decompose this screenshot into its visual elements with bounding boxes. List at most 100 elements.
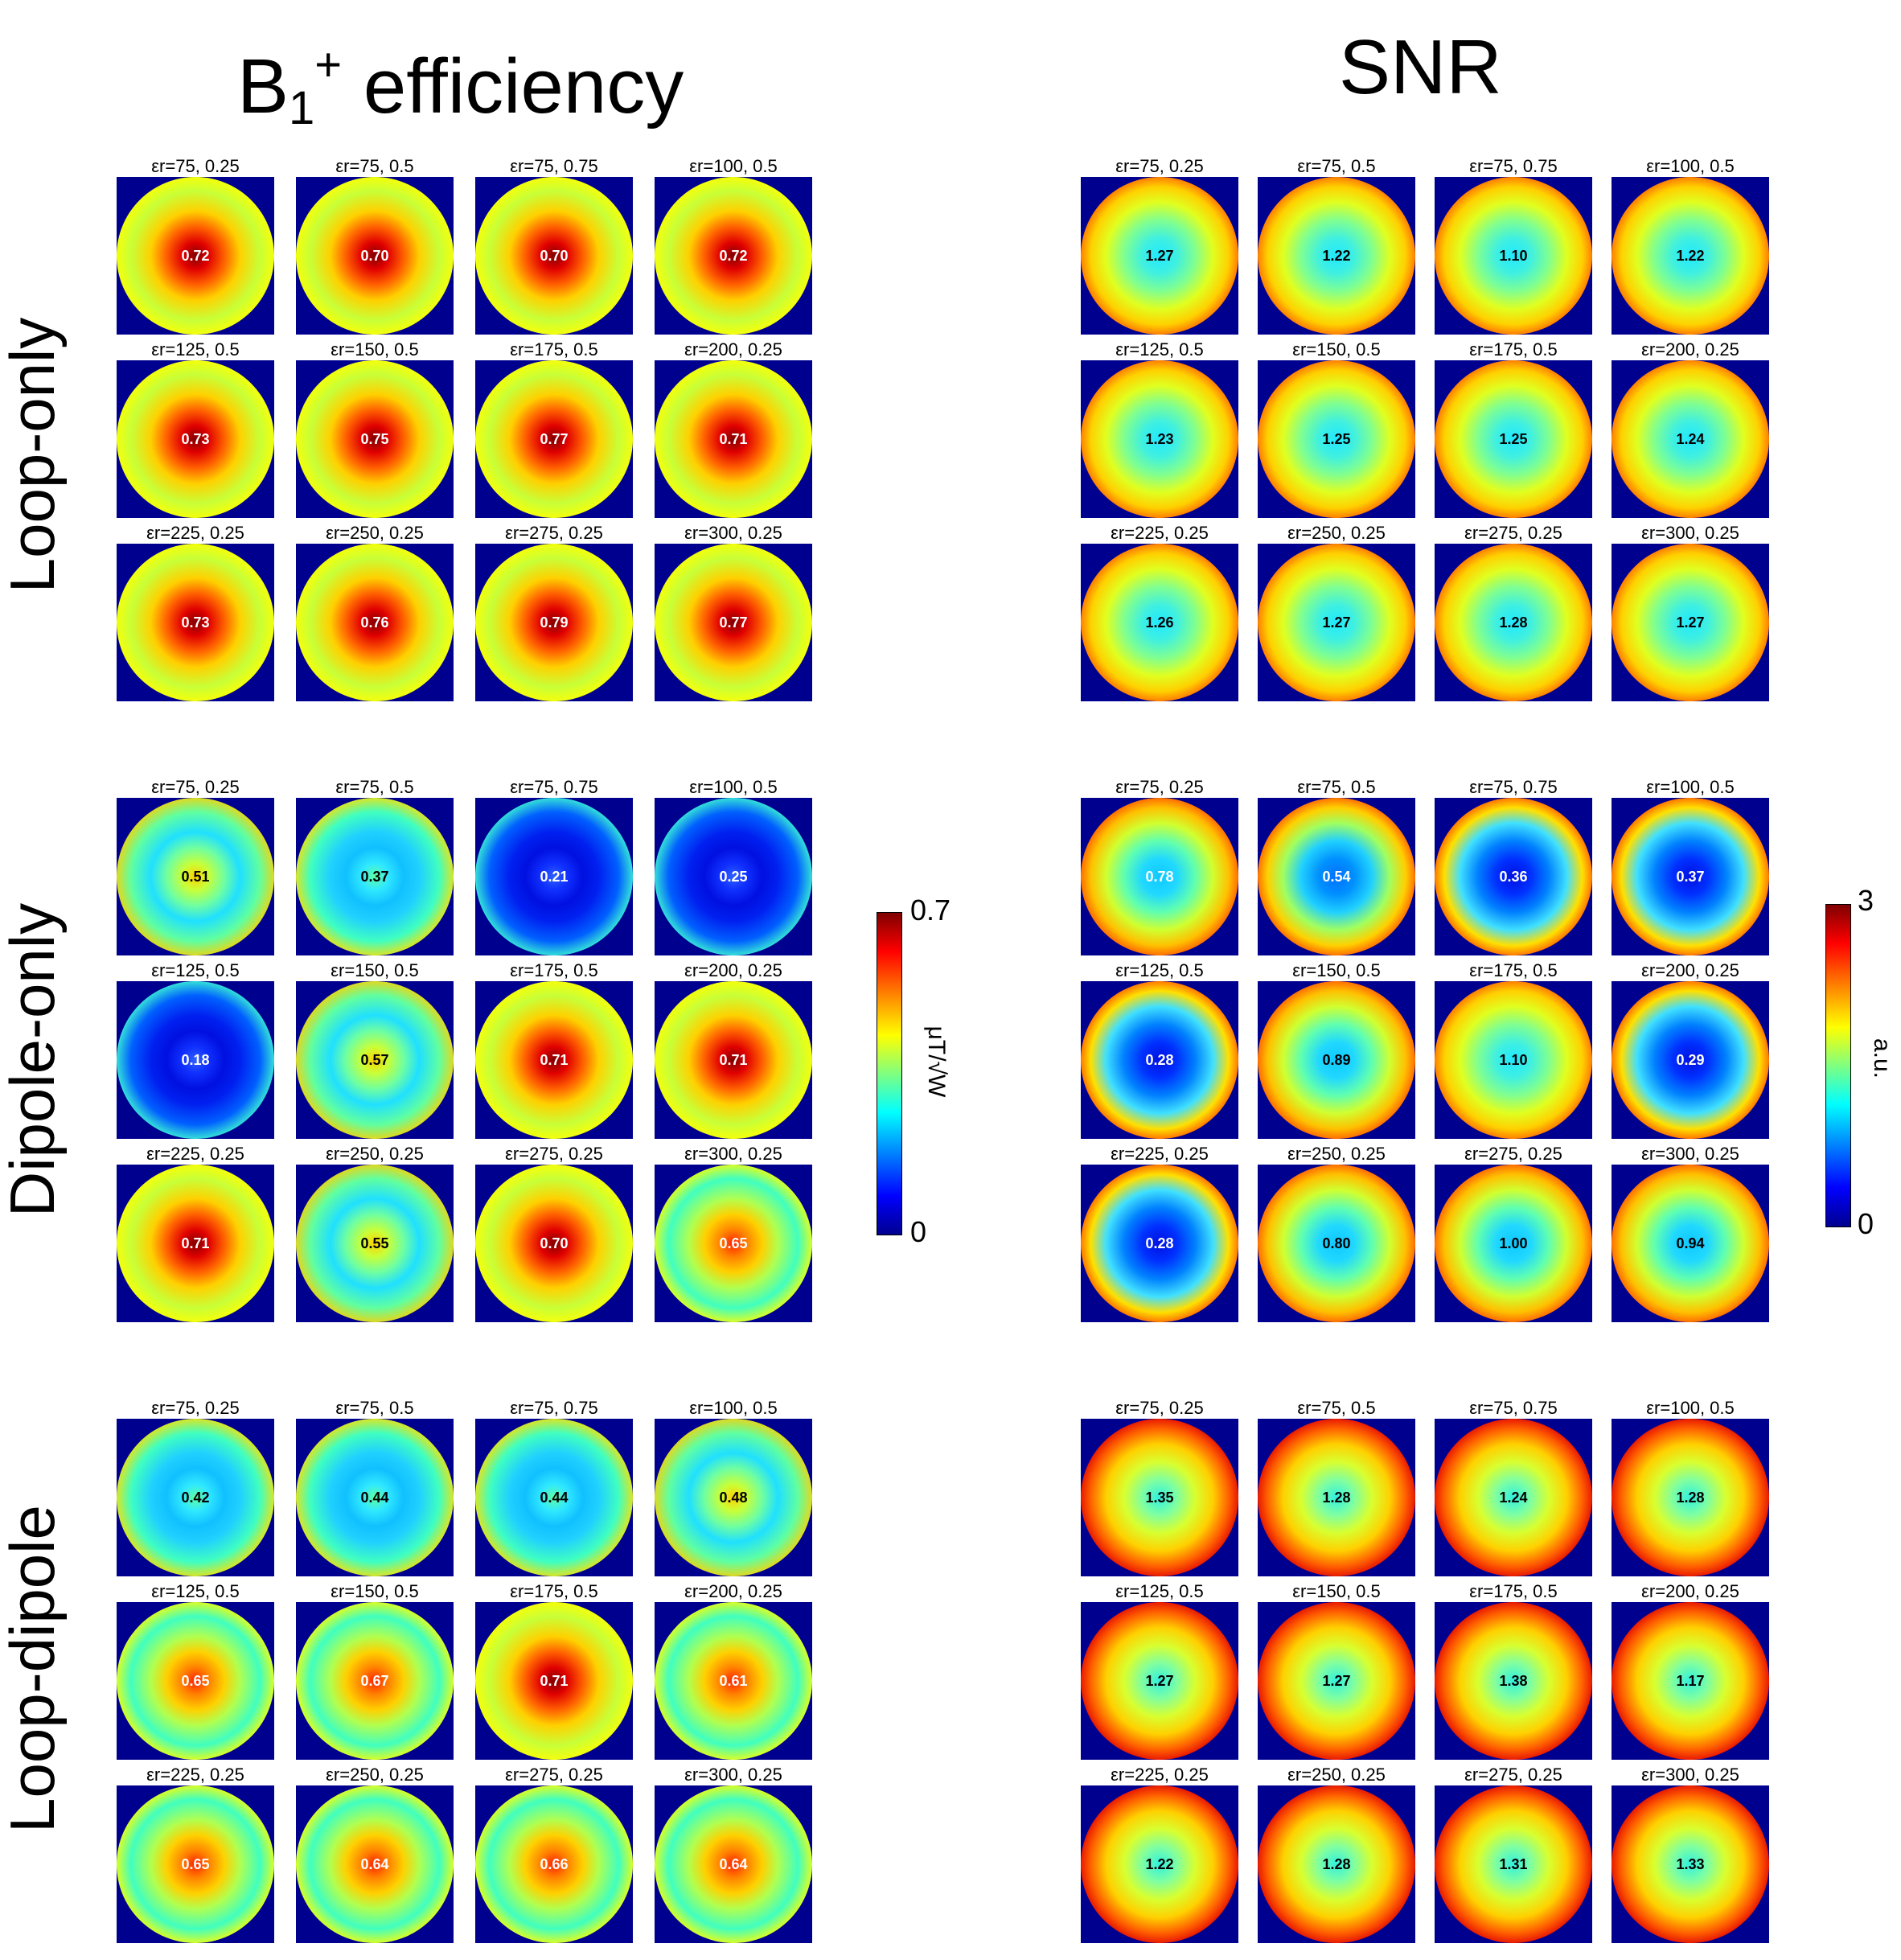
- b1-field-map: 0.44: [296, 1419, 454, 1576]
- snr-field-disk: [1435, 1165, 1592, 1322]
- snr-map-cell: εr=75, 0.25 1.27: [1081, 158, 1238, 335]
- snr-map-caption: εr=175, 0.5: [1469, 960, 1558, 980]
- b1-field-map: 0.73: [117, 544, 274, 701]
- b1-center-value: 0.37: [360, 869, 389, 885]
- b1-center-value: 0.25: [719, 869, 748, 885]
- b1-field-map: 0.71: [655, 360, 812, 518]
- b1-map-cell: εr=125, 0.5 0.18: [117, 962, 274, 1139]
- snr-center-value: 1.22: [1145, 1856, 1174, 1872]
- row-label-loop-only: Loop-only: [0, 317, 68, 594]
- b1-map-caption: εr=75, 0.75: [510, 156, 598, 176]
- b1-center-value: 0.65: [181, 1673, 210, 1689]
- b1-field-map: 0.75: [296, 360, 454, 518]
- b1-field-disk: [475, 981, 633, 1139]
- snr-field-disk: [1258, 798, 1415, 955]
- b1-field-disk: [296, 544, 454, 701]
- b1-map-cell: εr=275, 0.25 0.79: [475, 524, 633, 701]
- snr-field-disk: [1081, 360, 1238, 518]
- b1-field-disk: [475, 1785, 633, 1943]
- b1-map-cell: εr=200, 0.25 0.61: [655, 1583, 812, 1760]
- snr-center-value: 0.54: [1322, 869, 1351, 885]
- snr-field-disk: [1081, 177, 1238, 335]
- b1-map-caption: εr=200, 0.25: [684, 1581, 782, 1601]
- snr-center-value: 0.28: [1145, 1235, 1174, 1251]
- b1-center-value: 0.73: [181, 431, 210, 447]
- snr-colorbar-gradient: [1825, 904, 1851, 1227]
- snr-field-map: 1.27: [1081, 1602, 1238, 1760]
- snr-field-disk: [1258, 1785, 1415, 1943]
- snr-field-map: 0.94: [1612, 1165, 1769, 1322]
- b1-center-value: 0.51: [181, 869, 210, 885]
- snr-map-cell: εr=75, 0.75 1.24: [1435, 1399, 1592, 1576]
- snr-center-value: 1.27: [1145, 1673, 1174, 1689]
- b1-map-caption: εr=175, 0.5: [510, 1581, 598, 1601]
- b1-center-value: 0.65: [719, 1235, 748, 1251]
- snr-field-map: 1.24: [1612, 360, 1769, 518]
- b1-map-cell: εr=225, 0.25 0.65: [117, 1766, 274, 1943]
- snr-map-cell: εr=200, 0.25 1.24: [1612, 341, 1769, 518]
- b1-field-disk: [296, 177, 454, 335]
- snr-center-value: 1.28: [1676, 1490, 1705, 1506]
- snr-field-map: 1.22: [1081, 1785, 1238, 1943]
- snr-map-caption: εr=100, 0.5: [1646, 156, 1735, 176]
- b1-map-cell: εr=175, 0.5 0.77: [475, 341, 633, 518]
- b1-map-caption: εr=300, 0.25: [684, 523, 782, 543]
- snr-field-map: 0.78: [1081, 798, 1238, 955]
- snr-center-value: 0.28: [1145, 1052, 1174, 1068]
- b1-map-caption: εr=175, 0.5: [510, 339, 598, 360]
- b1-center-value: 0.44: [360, 1490, 389, 1506]
- b1-field-disk: [296, 798, 454, 955]
- snr-field-disk: [1435, 544, 1592, 701]
- b1-center-value: 0.75: [360, 431, 389, 447]
- b1-map-cell: εr=200, 0.25 0.71: [655, 962, 812, 1139]
- snr-map-cell: εr=150, 0.5 1.25: [1258, 341, 1415, 518]
- b1-map-caption: εr=250, 0.25: [326, 1144, 424, 1164]
- snr-center-value: 1.10: [1499, 248, 1528, 264]
- b1-field-map: 0.64: [296, 1785, 454, 1943]
- snr-field-map: 1.25: [1258, 360, 1415, 518]
- b1-center-value: 0.44: [540, 1490, 569, 1506]
- snr-center-value: 1.27: [1322, 614, 1351, 631]
- b1-field-disk: [296, 360, 454, 518]
- snr-map-cell: εr=175, 0.5 1.25: [1435, 341, 1592, 518]
- snr-field-disk: [1612, 981, 1769, 1139]
- snr-map-cell: εr=100, 0.5 1.28: [1612, 1399, 1769, 1576]
- b1-field-map: 0.72: [117, 177, 274, 335]
- b1-field-map: 0.42: [117, 1419, 274, 1576]
- snr-field-map: 1.31: [1435, 1785, 1592, 1943]
- b1-map-cell: εr=75, 0.5 0.37: [296, 779, 454, 955]
- snr-map-caption: εr=275, 0.25: [1464, 1144, 1562, 1164]
- b1-field-map: 0.18: [117, 981, 274, 1139]
- b1-field-map: 0.65: [117, 1785, 274, 1943]
- snr-field-disk: [1081, 544, 1238, 701]
- snr-map-cell: εr=300, 0.25 0.94: [1612, 1145, 1769, 1322]
- b1-map-caption: εr=75, 0.5: [335, 1398, 414, 1418]
- snr-map-caption: εr=75, 0.5: [1297, 156, 1376, 176]
- snr-center-value: 1.23: [1145, 431, 1174, 447]
- b1-map-caption: εr=250, 0.25: [326, 523, 424, 543]
- snr-center-value: 1.28: [1499, 614, 1528, 631]
- b1-center-value: 0.71: [181, 1235, 210, 1251]
- snr-field-disk: [1258, 544, 1415, 701]
- b1-map-cell: εr=250, 0.25 0.55: [296, 1145, 454, 1322]
- snr-map-cell: εr=125, 0.5 1.27: [1081, 1583, 1238, 1760]
- b1-map-cell: εr=75, 0.75 0.21: [475, 779, 633, 955]
- snr-center-value: 1.38: [1499, 1673, 1528, 1689]
- snr-field-map: 0.28: [1081, 981, 1238, 1139]
- snr-map-caption: εr=100, 0.5: [1646, 777, 1735, 797]
- b1-center-value: 0.55: [360, 1235, 389, 1251]
- b1-map-caption: εr=100, 0.5: [689, 1398, 778, 1418]
- b1-title-main: B: [237, 43, 289, 129]
- snr-center-value: 1.26: [1145, 614, 1174, 631]
- b1-field-map: 0.71: [117, 1165, 274, 1322]
- b1-center-value: 0.72: [181, 248, 210, 264]
- snr-field-disk: [1435, 1602, 1592, 1760]
- b1-map-cell: εr=75, 0.5 0.44: [296, 1399, 454, 1576]
- b1-map-cell: εr=275, 0.25 0.70: [475, 1145, 633, 1322]
- b1-map-cell: εr=300, 0.25 0.65: [655, 1145, 812, 1322]
- b1-map-caption: εr=200, 0.25: [684, 960, 782, 980]
- snr-field-disk: [1612, 1419, 1769, 1576]
- b1-field-disk: [655, 177, 812, 335]
- snr-field-map: 1.23: [1081, 360, 1238, 518]
- b1-center-value: 0.71: [540, 1052, 569, 1068]
